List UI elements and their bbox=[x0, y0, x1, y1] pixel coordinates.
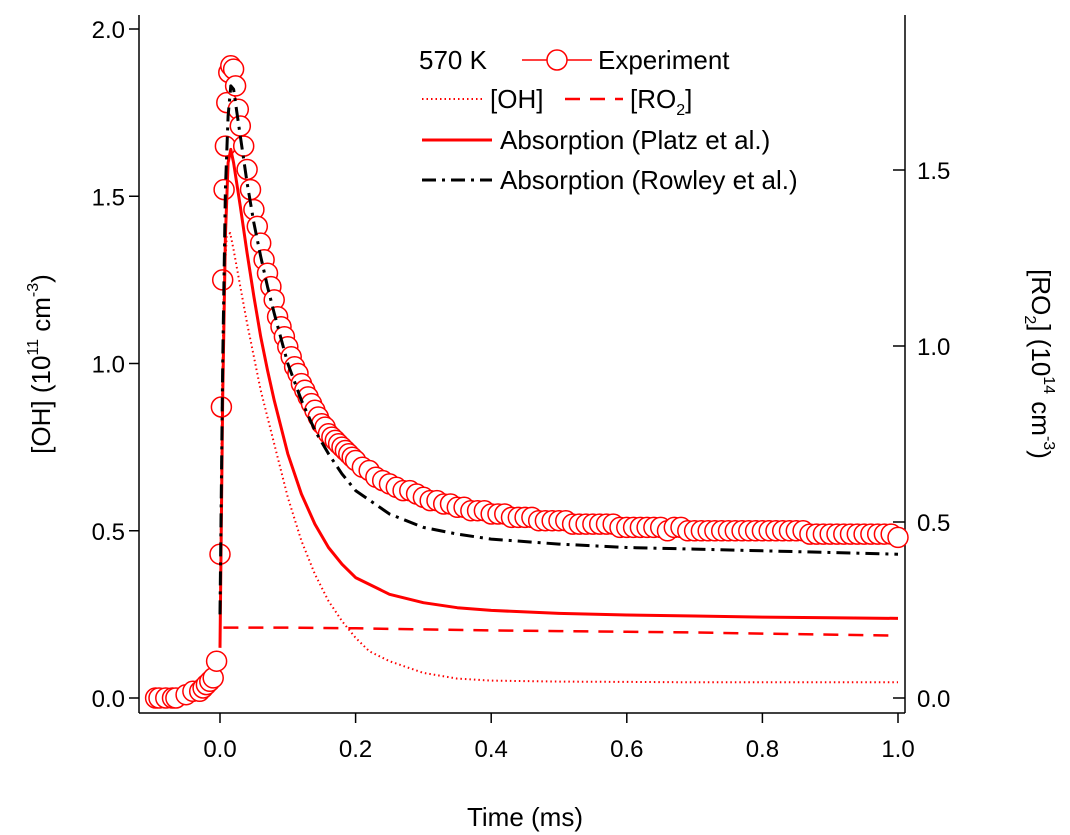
left-y-axis-title: [OH] (1011 cm-3) bbox=[25, 274, 56, 454]
platz-absorption-line bbox=[218, 147, 899, 648]
x-tick-label: 0.2 bbox=[339, 736, 372, 763]
legend-rowley-label: Absorption (Rowley et al.) bbox=[500, 165, 798, 195]
experiment-point bbox=[205, 650, 228, 672]
x-tick-label: 0.6 bbox=[610, 736, 643, 763]
left-y-tick-label: 1.0 bbox=[92, 352, 125, 379]
right-y-tick-label: 1.5 bbox=[917, 158, 950, 185]
legend: 570 K Experiment [OH] [RO2] Absorption (… bbox=[419, 45, 798, 195]
right-y-tick-label: 1.0 bbox=[917, 334, 950, 361]
right-y-axis-title: [RO2] (1014 cm-3) bbox=[1021, 269, 1057, 459]
left-y-tick-label: 0.0 bbox=[92, 686, 125, 713]
axis-ticks: 0.0 0.2 0.4 0.6 0.8 1.00.00.51.01.52.00.00.51… bbox=[92, 17, 951, 763]
experiment-point bbox=[232, 135, 255, 157]
left-y-tick-label: 1.5 bbox=[92, 184, 125, 211]
oh-series-line bbox=[219, 232, 898, 684]
legend-temperature: 570 K bbox=[419, 45, 488, 75]
left-y-tick-label: 2.0 bbox=[92, 17, 125, 44]
rowley-absorption-line bbox=[218, 84, 899, 615]
experiment-point bbox=[887, 526, 909, 549]
x-tick-label: 0.8 bbox=[746, 736, 779, 763]
x-axis-title: Time (ms) bbox=[467, 802, 583, 832]
legend-oh-label: [OH] bbox=[490, 84, 543, 114]
left-y-tick-label: 0.5 bbox=[92, 519, 125, 546]
x-tick-label: 0.4 bbox=[475, 736, 508, 763]
x-tick-label: 0.0 bbox=[203, 736, 236, 763]
legend-platz-label: Absorption (Platz et al.) bbox=[500, 125, 770, 155]
experiment-point bbox=[224, 75, 247, 97]
ro2-series-line bbox=[223, 626, 899, 637]
experiment-point bbox=[229, 115, 252, 137]
right-y-tick-label: 0.0 bbox=[917, 686, 950, 713]
x-tick-label: 1.0 bbox=[881, 736, 914, 763]
series-layer bbox=[144, 55, 909, 709]
legend-ro2-label: [RO2] bbox=[630, 84, 692, 119]
legend-experiment-label: Experiment bbox=[598, 45, 730, 75]
right-y-tick-label: 0.5 bbox=[917, 510, 950, 537]
legend-experiment-marker bbox=[546, 49, 568, 71]
